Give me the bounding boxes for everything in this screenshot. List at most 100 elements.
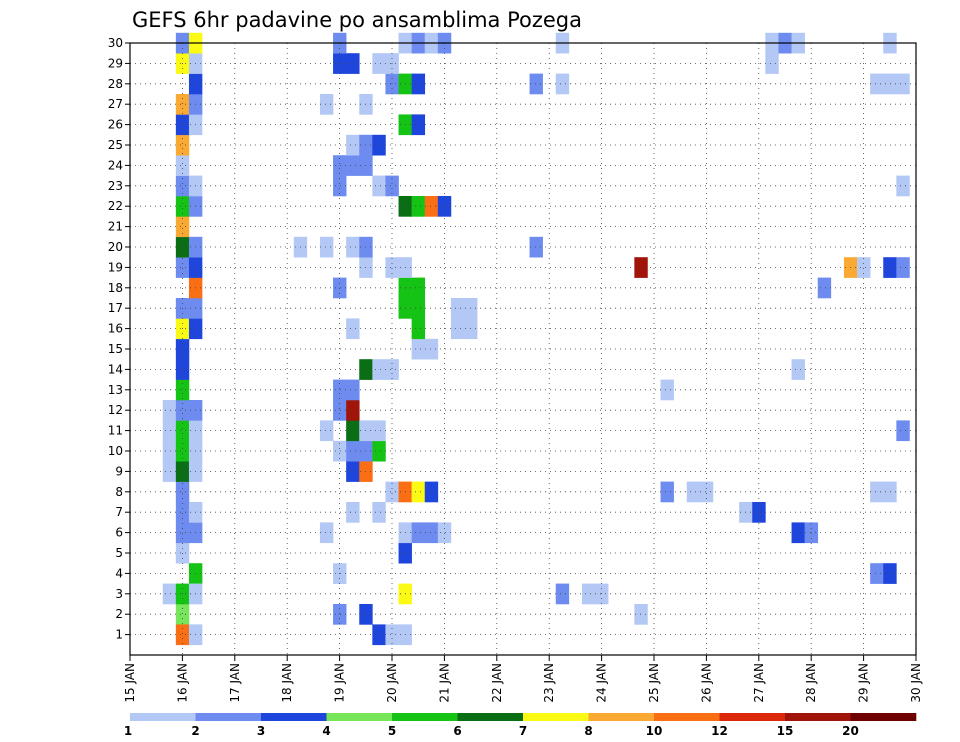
y-tick-label: 11 [108, 424, 123, 438]
heatmap-cell [817, 277, 832, 299]
plot-frame [129, 42, 917, 656]
heatmap-cell [450, 298, 465, 319]
colorbar-label: 7 [519, 724, 527, 738]
heatmap-cell [385, 481, 399, 503]
colorbar-segment [392, 713, 458, 721]
heatmap-cell [346, 400, 360, 421]
heatmap-cell [346, 134, 360, 156]
y-tick-label: 29 [108, 56, 123, 70]
heatmap-cell [424, 196, 439, 217]
heatmap-cell [372, 53, 386, 74]
x-tick-label: 28 JAN [804, 663, 818, 703]
y-tick-label: 1 [115, 628, 123, 642]
heatmap-cell [437, 196, 452, 217]
heatmap-cell [411, 298, 426, 319]
x-tick-label: 27 JAN [752, 663, 766, 703]
heatmap-cell [660, 379, 674, 401]
chart-title: GEFS 6hr padavine po ansamblima Pozega [132, 8, 582, 32]
heatmap-cell [660, 481, 674, 503]
colorbar-label: 6 [453, 724, 461, 738]
heatmap-cell [175, 400, 190, 421]
colorbar-segment [326, 713, 393, 721]
x-tick-label: 19 JAN [333, 663, 347, 703]
colorbar: 2 3 4 5 6 7 8 10 12 15 20 1 [124, 713, 917, 738]
y-tick-label: 24 [108, 158, 123, 172]
heatmap-cell [175, 94, 190, 115]
heatmap-cell [411, 73, 426, 95]
heatmap-cell [437, 522, 452, 544]
x-tick-label: 24 JAN [595, 663, 609, 703]
heatmap-cell [699, 481, 714, 503]
heatmap-cell [450, 318, 465, 340]
heatmap-cell [896, 175, 910, 197]
y-tick-label: 7 [115, 505, 123, 519]
heatmap-cell [385, 175, 399, 197]
heatmap-cell [555, 73, 570, 95]
heatmap-cell [411, 196, 426, 217]
heatmap-cell [333, 379, 347, 401]
heatmap-cell [175, 175, 190, 197]
y-tick-label: 18 [108, 281, 123, 295]
colorbar-label: 15 [777, 724, 794, 738]
heatmap-cell [896, 420, 910, 442]
heatmap-cell [175, 236, 190, 258]
heatmap-cell [424, 522, 439, 544]
colorbar-label: 3 [257, 724, 265, 738]
heatmap-cell [896, 73, 910, 95]
heatmap-cell [883, 257, 897, 278]
heatmap-cell [581, 583, 596, 605]
y-tick-label: 25 [108, 138, 123, 152]
grid-lines [130, 42, 916, 655]
x-tick-label: 17 JAN [228, 663, 242, 703]
heatmap-cell [372, 175, 386, 197]
heatmap-cell [634, 257, 648, 278]
heatmap-cell [634, 604, 648, 625]
y-tick-label: 30 [108, 36, 123, 50]
heatmap-cell [175, 155, 190, 176]
y-tick-label: 8 [115, 485, 123, 499]
heatmap-cell [372, 440, 386, 462]
colorbar-segment [261, 713, 327, 721]
heatmap-cell [175, 461, 190, 482]
heatmap-cell [319, 236, 334, 258]
heatmap-cell [385, 359, 399, 380]
colorbar-segment [785, 713, 851, 721]
colorbar-segment [523, 713, 589, 721]
y-tick-label: 6 [115, 526, 123, 540]
colorbar-label: 4 [322, 724, 330, 738]
heatmap-cell [411, 318, 426, 340]
heatmap-cell [175, 502, 190, 523]
y-tick-label: 20 [108, 240, 123, 254]
heatmap-cells [162, 32, 910, 646]
heatmap-cell [175, 624, 190, 646]
heatmap-cell [385, 257, 399, 278]
heatmap-cell [162, 583, 177, 605]
colorbar-segment [850, 713, 917, 721]
heatmap-cell [346, 53, 360, 74]
colorbar-label: 2 [191, 724, 199, 738]
colorbar-label: 12 [711, 724, 728, 738]
heatmap-cell [346, 236, 360, 258]
heatmap-cell [686, 481, 701, 503]
heatmap-cell [333, 155, 347, 176]
heatmap-cell [162, 461, 177, 482]
colorbar-segment [195, 713, 262, 721]
heatmap-cell [411, 114, 426, 136]
y-tick-label: 10 [108, 444, 123, 458]
heatmap-cell [555, 583, 570, 605]
colorbar-label: 1 [124, 724, 132, 738]
heatmap-cell [529, 236, 543, 258]
heatmap-cell [385, 624, 399, 646]
x-tick-label: 21 JAN [437, 663, 451, 703]
x-tick-label: 20 JAN [385, 663, 399, 703]
heatmap-cell [175, 216, 190, 238]
y-tick-label: 4 [115, 566, 123, 580]
heatmap-cell [883, 481, 897, 503]
heatmap-cell [346, 461, 360, 482]
y-tick-label: 27 [108, 97, 123, 111]
heatmap-cell [804, 522, 819, 544]
x-tick-label: 29 JAN [857, 663, 871, 703]
heatmap-cell [175, 338, 190, 360]
colorbar-label: 8 [584, 724, 592, 738]
heatmap-cell [175, 379, 190, 401]
